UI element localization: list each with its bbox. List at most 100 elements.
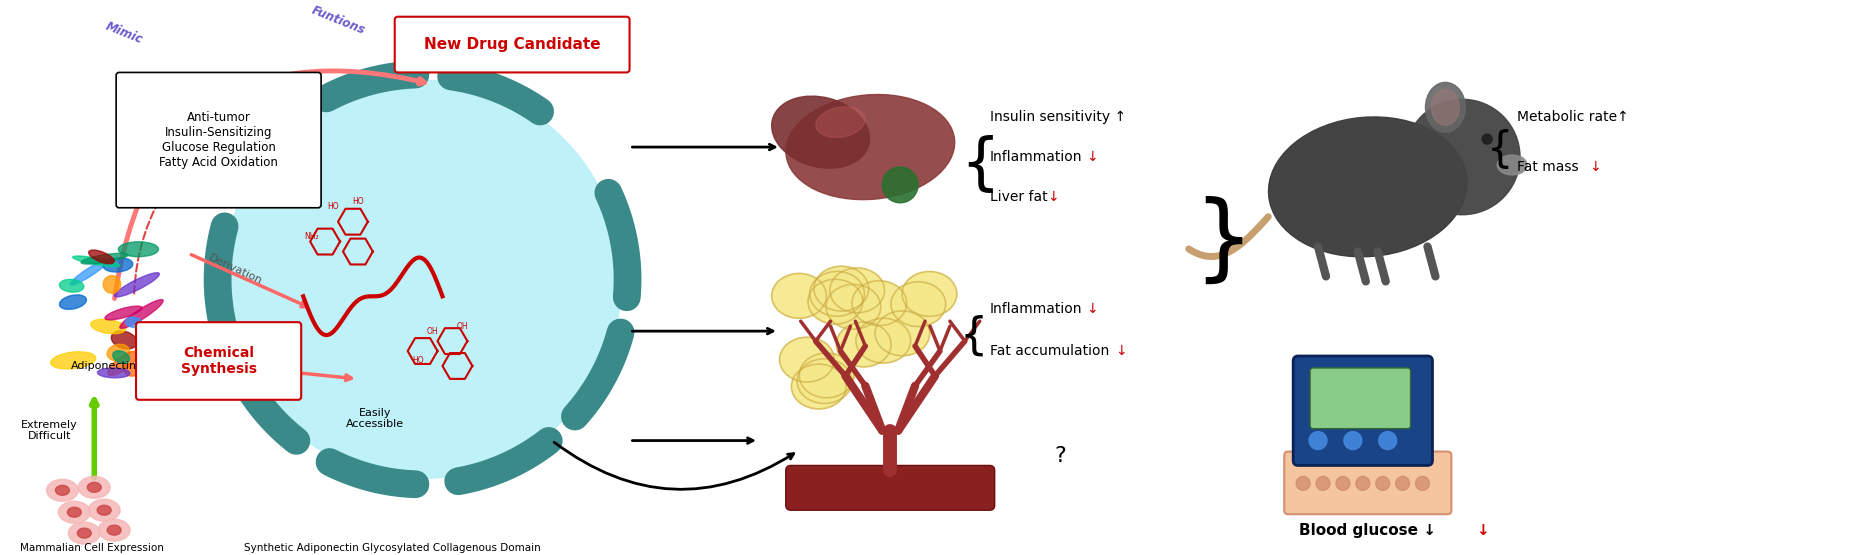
- Ellipse shape: [853, 281, 907, 326]
- Ellipse shape: [67, 507, 82, 517]
- Circle shape: [1316, 476, 1330, 490]
- Ellipse shape: [797, 359, 853, 403]
- Ellipse shape: [1426, 82, 1465, 132]
- Circle shape: [1375, 476, 1390, 490]
- Text: {: {: [1487, 129, 1513, 171]
- FancyBboxPatch shape: [1284, 452, 1452, 514]
- Ellipse shape: [830, 268, 884, 312]
- Text: OH: OH: [457, 322, 468, 331]
- Text: Fat accumulation: Fat accumulation: [989, 344, 1114, 358]
- Ellipse shape: [123, 364, 138, 376]
- Text: ↓: ↓: [1047, 190, 1060, 204]
- Ellipse shape: [60, 295, 86, 309]
- Ellipse shape: [125, 317, 142, 327]
- Text: HO: HO: [353, 197, 364, 206]
- Ellipse shape: [69, 522, 101, 544]
- Circle shape: [883, 167, 918, 203]
- Text: NH₂: NH₂: [304, 232, 319, 241]
- Text: Derivation: Derivation: [207, 253, 263, 286]
- Ellipse shape: [786, 94, 955, 200]
- Ellipse shape: [97, 368, 131, 378]
- Text: Inflammation: Inflammation: [989, 150, 1082, 164]
- Ellipse shape: [91, 319, 125, 334]
- Text: Chemical
Synthesis: Chemical Synthesis: [181, 346, 258, 376]
- Ellipse shape: [99, 519, 131, 541]
- Ellipse shape: [119, 300, 162, 329]
- Ellipse shape: [780, 337, 834, 382]
- Text: Inflammation: Inflammation: [989, 302, 1082, 316]
- Text: }: }: [1194, 195, 1254, 287]
- Text: HO: HO: [412, 356, 424, 366]
- Ellipse shape: [810, 271, 864, 316]
- Ellipse shape: [118, 242, 159, 257]
- Ellipse shape: [814, 266, 870, 311]
- Ellipse shape: [47, 480, 78, 501]
- Ellipse shape: [112, 331, 136, 349]
- Ellipse shape: [106, 525, 121, 535]
- Text: {: {: [959, 135, 1000, 195]
- Ellipse shape: [78, 476, 110, 498]
- Text: Metabolic rate↑: Metabolic rate↑: [1517, 110, 1629, 124]
- Text: Extremely
Difficult: Extremely Difficult: [21, 420, 78, 441]
- Ellipse shape: [60, 279, 84, 292]
- FancyBboxPatch shape: [116, 73, 321, 208]
- Ellipse shape: [1431, 89, 1459, 125]
- Circle shape: [1396, 476, 1409, 490]
- Text: New Drug Candidate: New Drug Candidate: [424, 37, 601, 52]
- Ellipse shape: [112, 351, 129, 364]
- Text: Anti-tumor
Insulin-Sensitizing
Glucose Regulation
Fatty Acid Oxidation: Anti-tumor Insulin-Sensitizing Glucose R…: [159, 111, 278, 169]
- FancyBboxPatch shape: [136, 322, 300, 400]
- Ellipse shape: [88, 482, 101, 492]
- Text: ↓: ↓: [1476, 523, 1489, 538]
- Text: Liver fat: Liver fat: [989, 190, 1052, 204]
- Circle shape: [1416, 476, 1429, 490]
- Ellipse shape: [106, 344, 131, 361]
- Ellipse shape: [773, 274, 827, 318]
- Ellipse shape: [1269, 117, 1467, 257]
- Ellipse shape: [138, 365, 170, 384]
- Ellipse shape: [88, 500, 119, 521]
- Ellipse shape: [799, 353, 855, 398]
- Ellipse shape: [773, 96, 870, 168]
- Text: Adiponectin: Adiponectin: [71, 361, 138, 371]
- Text: ↓: ↓: [1116, 344, 1127, 358]
- Text: ↓: ↓: [1086, 150, 1097, 164]
- Ellipse shape: [104, 306, 142, 320]
- Circle shape: [224, 80, 621, 478]
- Ellipse shape: [808, 279, 862, 324]
- Ellipse shape: [815, 107, 866, 138]
- Ellipse shape: [856, 318, 911, 363]
- Circle shape: [1379, 432, 1396, 450]
- Ellipse shape: [80, 253, 129, 264]
- Circle shape: [1336, 476, 1349, 490]
- Ellipse shape: [103, 258, 132, 272]
- Ellipse shape: [50, 352, 95, 369]
- Circle shape: [1297, 476, 1310, 490]
- Ellipse shape: [71, 259, 108, 285]
- Text: OH: OH: [427, 327, 439, 336]
- Text: Mimic: Mimic: [104, 19, 144, 46]
- Text: Blood glucose ↓: Blood glucose ↓: [1299, 523, 1437, 538]
- Ellipse shape: [1497, 155, 1526, 175]
- Ellipse shape: [791, 364, 845, 409]
- Ellipse shape: [103, 276, 121, 293]
- Text: Insulin sensitivity ↑: Insulin sensitivity ↑: [989, 110, 1125, 124]
- Circle shape: [1405, 99, 1521, 215]
- Circle shape: [1357, 476, 1370, 490]
- Text: ↓: ↓: [1086, 302, 1097, 316]
- Ellipse shape: [875, 311, 929, 356]
- Text: {: {: [959, 315, 989, 357]
- Ellipse shape: [58, 501, 90, 523]
- Text: HO: HO: [327, 202, 340, 211]
- Ellipse shape: [90, 250, 114, 264]
- Text: Mammalian Cell Expression: Mammalian Cell Expression: [21, 543, 164, 553]
- Ellipse shape: [56, 486, 69, 495]
- Ellipse shape: [114, 273, 159, 297]
- Text: Synthetic Adiponectin Glycosylated Collagenous Domain: Synthetic Adiponectin Glycosylated Colla…: [244, 543, 541, 553]
- Ellipse shape: [901, 271, 957, 316]
- Ellipse shape: [77, 528, 91, 538]
- Circle shape: [1344, 432, 1362, 450]
- Ellipse shape: [108, 351, 138, 375]
- FancyBboxPatch shape: [396, 17, 629, 73]
- Circle shape: [1310, 432, 1327, 450]
